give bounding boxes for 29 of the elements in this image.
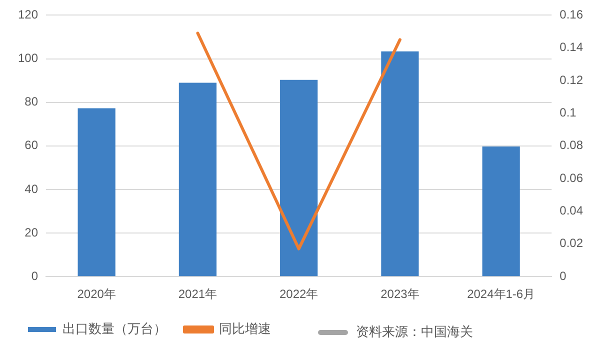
legend-label: 出口数量（万台） [62, 321, 166, 336]
y-tick-label: 80 [24, 94, 38, 109]
x-tick-label: 2020年 [77, 287, 116, 302]
y2-tick-label: 0.1 [560, 106, 577, 120]
y-tick-label: 0 [31, 268, 38, 283]
y2-tick-label: 0.14 [560, 40, 584, 54]
y2-tick-label: 0.02 [560, 236, 584, 250]
y-tick-label: 60 [24, 138, 38, 152]
y2-tick-label: 0.12 [560, 72, 584, 87]
y2-tick-label: 0.04 [560, 204, 584, 218]
bar [482, 146, 520, 276]
x-tick-label: 2023年 [380, 287, 420, 302]
x-tick-label: 2024年1-6月 [467, 287, 536, 302]
y-tick-label: 100 [18, 51, 38, 66]
y2-tick-label: 0.16 [560, 8, 584, 22]
y-tick-label: 40 [24, 182, 38, 196]
legend-label: 同比增速 [219, 321, 271, 336]
x-tick-label: 2021年 [178, 287, 218, 302]
y2-tick-label: 0 [560, 268, 567, 283]
bar [280, 80, 318, 276]
bar [178, 82, 217, 276]
bar [381, 51, 419, 276]
bar [78, 108, 116, 276]
x-tick-label: 2022年 [279, 287, 318, 302]
text: 资料来源：中国海关 [356, 323, 473, 341]
y-tick-label: 120 [18, 8, 38, 22]
y-tick-label: 20 [24, 225, 38, 240]
y2-tick-label: 0.08 [560, 138, 584, 152]
y2-tick-label: 0.06 [560, 170, 584, 185]
